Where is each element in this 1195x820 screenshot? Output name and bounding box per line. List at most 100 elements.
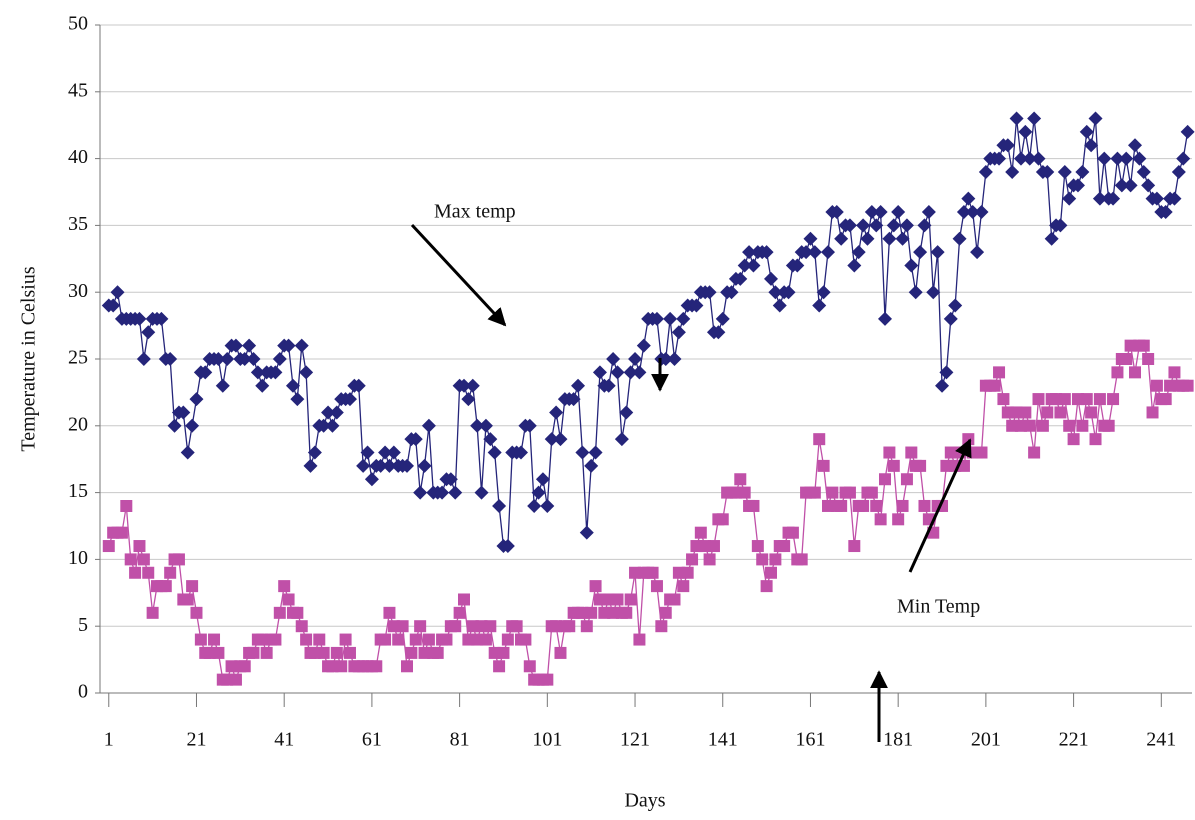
point [136, 352, 151, 366]
point [408, 432, 423, 447]
point [316, 418, 331, 433]
x-tick-label: 241 [1146, 729, 1176, 751]
point [457, 378, 471, 393]
point [676, 311, 691, 326]
point [242, 338, 257, 353]
point [1027, 111, 1042, 126]
annotation: Max temp [434, 201, 516, 223]
point [965, 205, 980, 220]
point [1088, 111, 1103, 126]
point [786, 526, 799, 539]
point [382, 458, 397, 473]
point [939, 365, 954, 380]
point [571, 378, 586, 393]
point [133, 540, 146, 553]
point [914, 459, 927, 472]
point [443, 472, 458, 487]
point [190, 606, 203, 619]
point [614, 432, 629, 447]
point [993, 366, 1006, 379]
point [879, 473, 892, 486]
point [1181, 379, 1194, 392]
point [623, 365, 638, 380]
point [110, 285, 125, 300]
point [458, 593, 470, 606]
point [1044, 231, 1059, 246]
point [1028, 446, 1041, 459]
plot-area [101, 111, 1195, 686]
point [1159, 393, 1172, 406]
point [689, 298, 704, 313]
point [465, 378, 480, 393]
point [908, 285, 923, 300]
point [1053, 218, 1068, 233]
point [335, 660, 348, 673]
y-tick-label: 0 [78, 681, 88, 703]
point [247, 646, 260, 659]
point [1168, 366, 1181, 379]
point [163, 352, 178, 366]
point [917, 218, 932, 233]
point [606, 352, 621, 366]
point [790, 258, 805, 273]
annotation: Min Temp [897, 596, 980, 618]
point [1142, 353, 1155, 365]
point [522, 418, 537, 433]
point [1076, 419, 1089, 432]
point [554, 646, 567, 659]
point [278, 580, 291, 593]
point [294, 338, 309, 353]
point [961, 191, 976, 206]
point [154, 311, 169, 326]
point [501, 633, 514, 646]
point [1005, 164, 1020, 179]
point [619, 405, 634, 420]
point [1079, 124, 1094, 139]
point [1132, 151, 1147, 166]
point [1176, 151, 1191, 166]
point [899, 218, 914, 233]
point [470, 418, 485, 433]
point [1023, 419, 1036, 432]
point [874, 513, 887, 526]
point [1084, 138, 1099, 153]
point [295, 620, 308, 633]
point [220, 352, 235, 366]
point [1018, 124, 1033, 139]
point [417, 458, 432, 473]
point [1102, 419, 1115, 432]
point [1111, 366, 1124, 379]
point [817, 459, 830, 472]
point [913, 245, 928, 260]
y-tick-label: 30 [68, 280, 88, 302]
point [1040, 164, 1055, 179]
point [737, 258, 752, 273]
point [1093, 393, 1106, 406]
point [1106, 191, 1121, 206]
point [1097, 151, 1112, 166]
point [383, 606, 396, 619]
annotation-arrow [908, 438, 972, 573]
point [746, 258, 761, 273]
point [1075, 164, 1090, 179]
point [1114, 178, 1129, 193]
point [807, 245, 822, 260]
point [435, 485, 450, 500]
point [1110, 151, 1125, 166]
grid [100, 24, 1192, 694]
point [956, 205, 971, 220]
point [260, 646, 273, 659]
point [208, 633, 221, 646]
point [992, 151, 1007, 166]
point [681, 566, 694, 579]
point [215, 378, 230, 393]
point [677, 580, 690, 593]
y-axis-label: Temperature in Celsius [18, 266, 40, 451]
point [988, 379, 1001, 392]
point [694, 526, 707, 539]
point [835, 499, 848, 512]
point [186, 580, 199, 593]
point [1067, 433, 1080, 446]
x-tick-label: 41 [274, 729, 294, 751]
